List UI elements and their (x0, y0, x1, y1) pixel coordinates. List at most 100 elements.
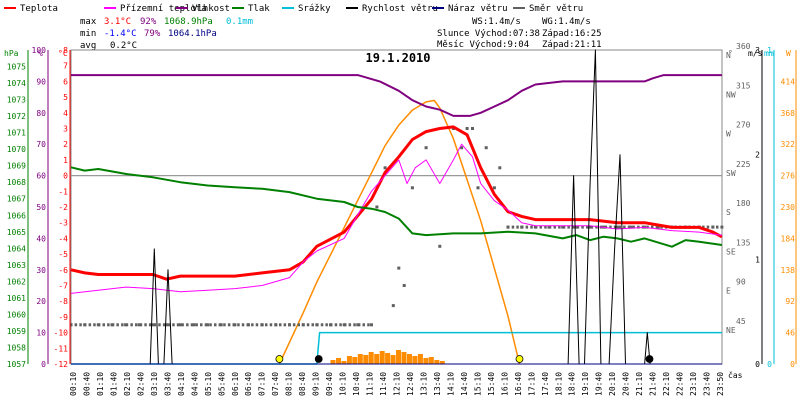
legend-item: Přízemní teplota (104, 4, 207, 14)
wind-dir-point (320, 323, 324, 327)
wind-dir-point (218, 323, 222, 327)
wind-dir-point (567, 225, 570, 229)
x-tick-label: 16:10 (500, 372, 509, 396)
solar-bar (434, 360, 440, 364)
wind-tick-label: 1 (755, 255, 760, 264)
direction-tick-label: 315 (736, 81, 751, 90)
temp-tick-label: -5 (58, 250, 68, 259)
wind-dir-point (219, 323, 223, 327)
wind-dir-point (144, 323, 147, 327)
wind-dir-point (492, 186, 496, 190)
direction-tick-compass: NW (726, 90, 736, 99)
wind-dir-point (227, 323, 231, 327)
wind-dir-point (558, 225, 561, 229)
x-tick-label: 18:10 (554, 372, 563, 396)
x-tick-label: 08:10 (285, 372, 294, 396)
rain-axis-unit: mm (764, 49, 774, 58)
wind-dir-point (153, 323, 157, 327)
x-tick-label: 05:10 (204, 372, 213, 396)
legend-label: Teplota (20, 4, 58, 14)
wind-dir-point (190, 323, 194, 327)
stat-max-label: max (80, 17, 97, 27)
legend-label: Tlak (248, 4, 270, 14)
wind-dir-point (471, 127, 474, 130)
x-tick-label: 10:10 (339, 372, 348, 396)
x-tick-label: 16:40 (514, 372, 523, 396)
solar-bar (423, 358, 429, 364)
wind-gust-info: WG:1.4m/s (542, 17, 591, 27)
wind-dir-point (325, 323, 328, 327)
direction-tick-label: 225 (736, 160, 751, 169)
legend-item: Tlak (232, 4, 270, 14)
legend-label: Rychlost větru (362, 4, 438, 14)
legend-item: Srážky (282, 4, 331, 14)
plot-area (69, 49, 724, 365)
temp-tick-label: -1 (58, 187, 68, 196)
x-tick-label: 02:10 (123, 372, 132, 396)
legend-item: Rychlost větru (346, 4, 438, 14)
temp-tick-label: 2 (63, 140, 68, 149)
stat-max-temp: 3.1°C (104, 17, 131, 27)
time-axis-unit: čas (728, 370, 743, 380)
wind-dir-point (383, 166, 387, 170)
wind-dir-point (241, 323, 245, 327)
solar-bar (390, 355, 396, 364)
wind-dir-point (484, 146, 488, 150)
wind-dir-point (655, 225, 659, 229)
wind-dir-point (339, 323, 342, 327)
pressure-tick-label: 1066 (7, 211, 26, 220)
x-tick-label: 06:10 (231, 372, 240, 396)
x-tick-label: 22:40 (676, 372, 685, 396)
wind-dir-point (206, 323, 210, 327)
legend-label: Směr větru (529, 4, 583, 14)
wind-dir-point (586, 225, 589, 229)
wind-dir-point (348, 323, 352, 327)
axes: hPa% °C1075107410731072107110701069106810… (4, 42, 797, 396)
solar-tick-label: 184 (781, 234, 796, 243)
wind-dir-point (102, 323, 105, 327)
marker-moonrise (314, 355, 323, 363)
x-tick-label: 22:10 (662, 372, 671, 396)
wind-dir-point (574, 225, 578, 229)
temp-tick-label: 0 (63, 172, 68, 181)
x-tick-label: 08:40 (298, 372, 307, 396)
x-tick-label: 03:40 (163, 372, 172, 396)
direction-tick-label: 45 (736, 317, 746, 326)
solar-bar (417, 354, 423, 364)
temp-tick-label: 7 (63, 62, 68, 71)
wind-dir-point (116, 323, 119, 327)
direction-tick-compass: N (726, 51, 731, 60)
x-tick-label: 14:40 (460, 372, 469, 396)
direction-tick-label: 135 (736, 238, 751, 247)
legend-label: Srážky (298, 4, 331, 14)
stat-max-pres: 1068.9hPa (164, 17, 213, 27)
x-tick-label: 23:50 (716, 372, 725, 396)
temp-tick-label: -3 (58, 219, 68, 228)
pressure-tick-label: 1061 (7, 294, 26, 303)
wind-dir-point (97, 323, 101, 327)
wind-dir-point (135, 323, 138, 327)
solar-tick-label: 46 (785, 329, 795, 338)
x-tick-label: 06:40 (244, 372, 253, 396)
humidity-tick-label: 80 (36, 109, 46, 118)
wind-dir-point (711, 225, 714, 229)
temp-tick-label: -7 (58, 282, 68, 291)
x-tick-label: 01:10 (96, 372, 105, 396)
x-tick-label: 00:10 (69, 372, 78, 396)
wind-dir-point (269, 323, 273, 327)
humidity-tick-label: 10 (36, 329, 46, 338)
wind-dir-point (615, 225, 619, 229)
temp-tick-label: 5 (63, 93, 68, 102)
x-tick-label: 00:40 (83, 372, 92, 396)
humidity-tick-label: 20 (36, 297, 46, 306)
wind-dir-point (460, 146, 464, 150)
x-tick-label: 11:40 (379, 372, 388, 396)
x-tick-label: 19:10 (581, 372, 590, 396)
direction-tick-compass: SW (726, 169, 736, 178)
wind-dir-point (209, 323, 212, 327)
chart-title: 19.1.2010 (365, 51, 430, 65)
wind-dir-point (246, 323, 249, 327)
wind-dir-point (260, 323, 263, 327)
